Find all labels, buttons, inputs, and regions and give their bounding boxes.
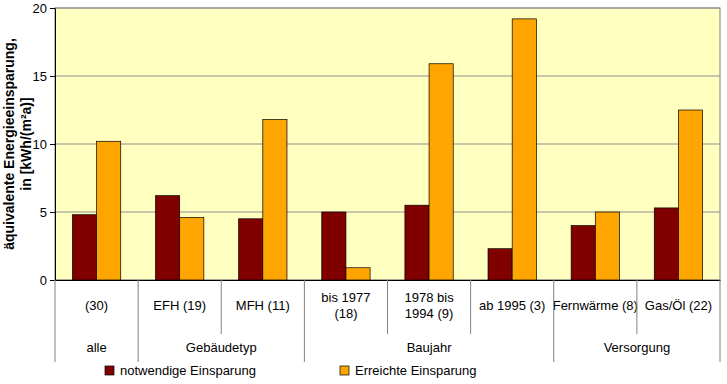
legend-item: Erreichte Einsparung: [340, 363, 476, 378]
group-label: alle: [86, 340, 106, 355]
x-tick-label: bis 1977(18): [321, 290, 370, 321]
y-tick: 10: [33, 137, 55, 152]
bar: [488, 249, 512, 280]
legend-label: Erreichte Einsparung: [355, 363, 476, 378]
x-tick: MFH (11): [236, 298, 290, 313]
category-separators: [55, 280, 720, 362]
bar: [512, 19, 536, 280]
separator: [553, 280, 554, 362]
separator: [304, 280, 305, 362]
separator: [470, 280, 471, 334]
group-labels: alle Gebäudetyp Baujahr Versorgung: [86, 340, 670, 355]
x-tick-label: Gas/Öl (22): [645, 298, 712, 313]
bar: [571, 226, 595, 280]
x-tick: 1978 bis1994 (9): [404, 290, 454, 321]
plot: 0 5 10 15 20 (30) EFH (19) MFH (11) bis 1977(18)…: [33, 1, 721, 321]
separator: [221, 280, 222, 334]
bar: [429, 64, 453, 280]
bar: [263, 120, 287, 280]
grid-line: [55, 144, 720, 145]
bar-series: [97, 19, 703, 280]
bar: [72, 215, 96, 280]
x-tick-label: Fernwärme (8): [553, 298, 638, 313]
separator: [387, 280, 388, 334]
x-tick: EFH (19): [153, 298, 206, 313]
y-tick: 15: [33, 69, 55, 84]
x-tick-label: ab 1995 (3): [479, 298, 546, 313]
x-tick-label: MFH (11): [236, 298, 290, 313]
group-label: Baujahr: [407, 340, 452, 355]
bar: [678, 110, 702, 280]
bar: [346, 268, 370, 280]
legend-item: notwendige Einsparung: [105, 363, 256, 378]
x-tick: ab 1995 (3): [479, 298, 546, 313]
bar: [239, 219, 263, 280]
bar: [97, 141, 121, 280]
y-axis: 0 5 10 15 20: [33, 1, 56, 288]
bar: [654, 208, 678, 280]
x-tick: (30): [85, 298, 108, 313]
y-tick-mark: [50, 76, 55, 77]
separator: [720, 280, 721, 362]
y-tick-mark: [50, 212, 55, 213]
chart: 0 5 10 15 20 (30) EFH (19) MFH (11) bis 1977(18)…: [0, 0, 727, 384]
y-tick-label: 10: [33, 137, 47, 152]
legend: notwendige Einsparung Erreichte Einsparun…: [105, 363, 476, 378]
separator: [138, 280, 139, 362]
y-tick: 20: [33, 1, 55, 16]
grid: [55, 8, 720, 280]
separator: [55, 280, 56, 362]
x-tick: Fernwärme (8): [553, 298, 638, 313]
x-tick-label: (30): [85, 298, 108, 313]
bar: [180, 217, 204, 280]
y-tick-label: 5: [40, 205, 47, 220]
bar: [595, 212, 619, 280]
plot-background: [55, 8, 720, 280]
bar: [322, 212, 346, 280]
y-tick-label: 20: [33, 1, 47, 16]
x-tick: Gas/Öl (22): [645, 298, 712, 313]
y-tick-label: 0: [40, 273, 47, 288]
legend-swatch: [105, 366, 114, 375]
bar-series: [72, 196, 678, 280]
x-tick-label: EFH (19): [153, 298, 206, 313]
y-tick: 5: [40, 205, 55, 220]
bar: [405, 205, 429, 280]
legend-label: notwendige Einsparung: [120, 363, 256, 378]
y-tick-mark: [50, 144, 55, 145]
bars: [72, 19, 702, 280]
y-axis-title: äquivalente Energieeinsparung,in [kWh/(m…: [1, 38, 34, 250]
grid-line: [55, 76, 720, 77]
x-tick: bis 1977(18): [321, 290, 370, 321]
y-tick-mark: [50, 280, 55, 281]
legend-swatch: [340, 366, 349, 375]
bar: [156, 196, 180, 280]
y-tick: 0: [40, 273, 55, 288]
x-tick-label: 1978 bis1994 (9): [404, 290, 454, 321]
separator: [636, 280, 637, 334]
group-label: Versorgung: [604, 340, 671, 355]
grid-line: [55, 212, 720, 213]
group-label: Gebäudetyp: [186, 340, 257, 355]
y-tick-label: 15: [33, 69, 47, 84]
y-axis-line: [55, 9, 56, 281]
y-tick-mark: [50, 8, 55, 9]
grid-line: [55, 8, 720, 9]
